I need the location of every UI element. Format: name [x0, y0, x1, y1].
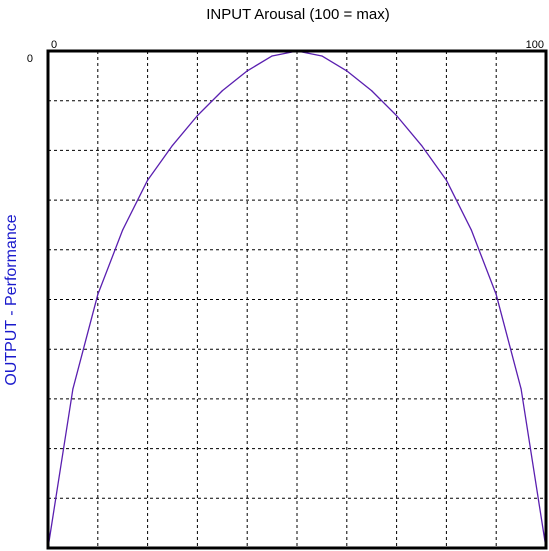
data-point [196, 115, 198, 117]
y-tick-label: 0 [27, 53, 33, 65]
data-point [495, 293, 497, 296]
grid [48, 51, 546, 548]
plot-frame [46, 49, 548, 550]
chart-title: INPUT Arousal (100 = max) [206, 6, 390, 23]
tick-labels: 0 100 0 [27, 39, 544, 65]
data-point [221, 90, 223, 92]
data-point [371, 90, 373, 92]
data-point [346, 70, 348, 72]
x-tick-label: 0 [51, 39, 57, 51]
data-point [122, 229, 124, 231]
data-point [171, 144, 174, 147]
data-point [470, 229, 472, 231]
x-tick-label: 100 [526, 39, 544, 51]
data-point [520, 388, 522, 390]
data-point [321, 55, 323, 57]
data-point [396, 115, 398, 117]
data-point [420, 144, 423, 147]
data-point [97, 293, 99, 296]
data-point [271, 55, 273, 57]
data-point [246, 70, 248, 72]
y-axis-label: OUTPUT - Performance [3, 214, 20, 385]
data-point [72, 388, 74, 390]
data-point [147, 179, 149, 181]
data-point [445, 179, 447, 181]
